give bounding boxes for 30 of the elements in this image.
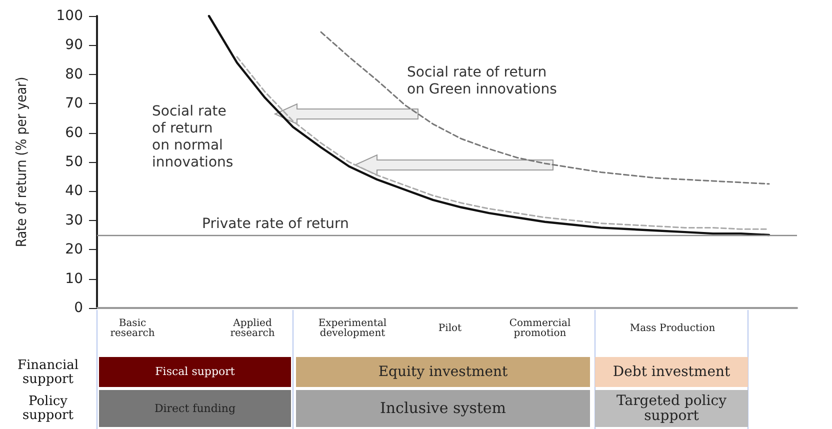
text: Social rate of return on normal innovations	[152, 104, 234, 170]
text: Fiscal support	[99, 357, 291, 387]
y-tick-label: 90	[65, 37, 83, 54]
text: Basic research	[109, 316, 156, 341]
y-tick-label: 80	[65, 66, 83, 82]
y-tick-label: 60	[65, 124, 83, 141]
text: Financial support	[16, 357, 80, 389]
text: Inclusive system	[296, 390, 590, 427]
y-tick-label: 70	[65, 96, 83, 112]
text: Applied research	[229, 316, 276, 341]
text: Direct funding	[99, 390, 291, 427]
series-label: Social rate of return on Green innovations	[407, 64, 557, 98]
y-tick-label: 40	[65, 183, 83, 200]
y-tick-label: 100	[56, 8, 83, 24]
text: Experimental development	[317, 316, 388, 341]
y-axis-title: Rate of return (% per year)	[14, 76, 30, 248]
text: Policy support	[22, 392, 74, 424]
y-tick-label: 20	[65, 242, 83, 258]
y-tick-label: 0	[74, 300, 83, 316]
y-tick-label: 30	[65, 212, 83, 228]
text: Equity investment	[296, 357, 590, 387]
y-tick-label: 10	[65, 270, 83, 287]
line-series	[320, 31, 770, 185]
text: Mass Production	[628, 322, 716, 336]
ref-line-label: Private rate of return	[202, 216, 349, 232]
text: Pilot	[437, 322, 463, 336]
y-tick-label: 50	[65, 154, 83, 170]
text: Debt investment	[595, 357, 748, 387]
text: Targeted policy support	[595, 390, 748, 427]
text: Commercial promotion	[508, 316, 572, 341]
